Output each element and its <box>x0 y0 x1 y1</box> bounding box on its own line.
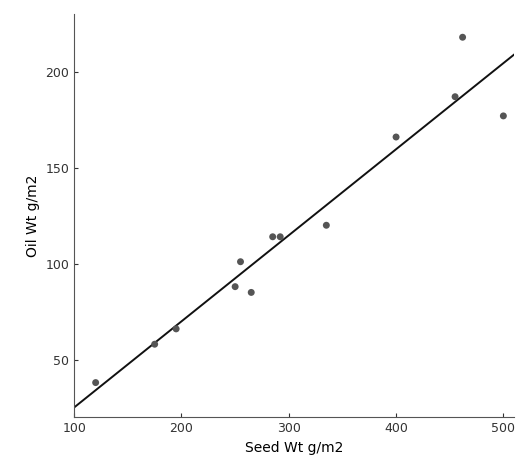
Point <box>392 133 400 141</box>
Point <box>458 34 467 41</box>
Point <box>276 233 285 241</box>
Y-axis label: Oil Wt g/m2: Oil Wt g/m2 <box>26 174 40 257</box>
Point <box>172 325 180 333</box>
Point <box>247 289 255 296</box>
Point <box>91 379 100 386</box>
Point <box>499 112 508 120</box>
Point <box>151 340 159 348</box>
Point <box>231 283 240 291</box>
Point <box>322 221 331 229</box>
Point <box>236 258 245 265</box>
Point <box>451 93 460 100</box>
Point <box>269 233 277 241</box>
X-axis label: Seed Wt g/m2: Seed Wt g/m2 <box>245 440 343 455</box>
